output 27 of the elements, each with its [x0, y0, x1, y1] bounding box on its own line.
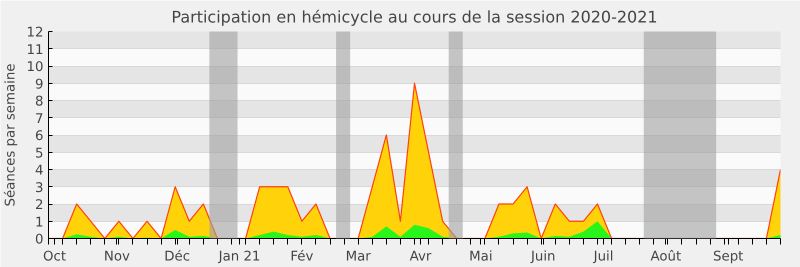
- x-tick-label: Déc: [164, 250, 190, 264]
- x-tick-label: Oct: [43, 250, 66, 264]
- x-tick-label: Fév: [290, 250, 314, 264]
- y-tick-label: 5: [35, 146, 44, 162]
- x-tick-label: Sept: [713, 250, 744, 264]
- y-tick-label: 8: [35, 94, 44, 110]
- y-tick-label: 12: [26, 26, 44, 40]
- y-tick-label: 0: [35, 232, 44, 248]
- x-tick-label: Mai: [469, 250, 493, 264]
- y-axis-title: Séances par semaine: [4, 64, 19, 206]
- x-tick-label: Jan 21: [218, 250, 260, 264]
- x-tick-label: Août: [650, 250, 682, 264]
- x-tick-label: Mar: [346, 250, 372, 264]
- y-tick-label: 1: [35, 215, 44, 230]
- y-tick-label: 7: [35, 112, 44, 127]
- y-tick-label: 11: [26, 42, 44, 58]
- y-tick-label: 3: [35, 180, 44, 196]
- y-tick-label: 6: [35, 129, 44, 144]
- x-tick-label: Juil: [592, 250, 614, 264]
- x-tick-label: Avr: [410, 250, 432, 264]
- y-tick-label: 9: [35, 77, 44, 92]
- y-tick-label: 10: [26, 60, 44, 75]
- chart-title: Participation en hémicycle au cours de la session 2020-2021: [171, 8, 658, 26]
- x-tick-label: Juin: [530, 250, 556, 264]
- x-tick-label: Nov: [104, 250, 130, 264]
- y-tick-label: 2: [35, 198, 44, 213]
- y-tick-label: 4: [35, 164, 44, 178]
